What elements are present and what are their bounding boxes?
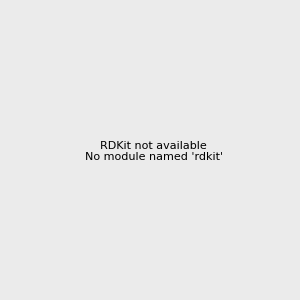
Text: RDKit not available
No module named 'rdkit': RDKit not available No module named 'rdk…	[85, 141, 223, 162]
